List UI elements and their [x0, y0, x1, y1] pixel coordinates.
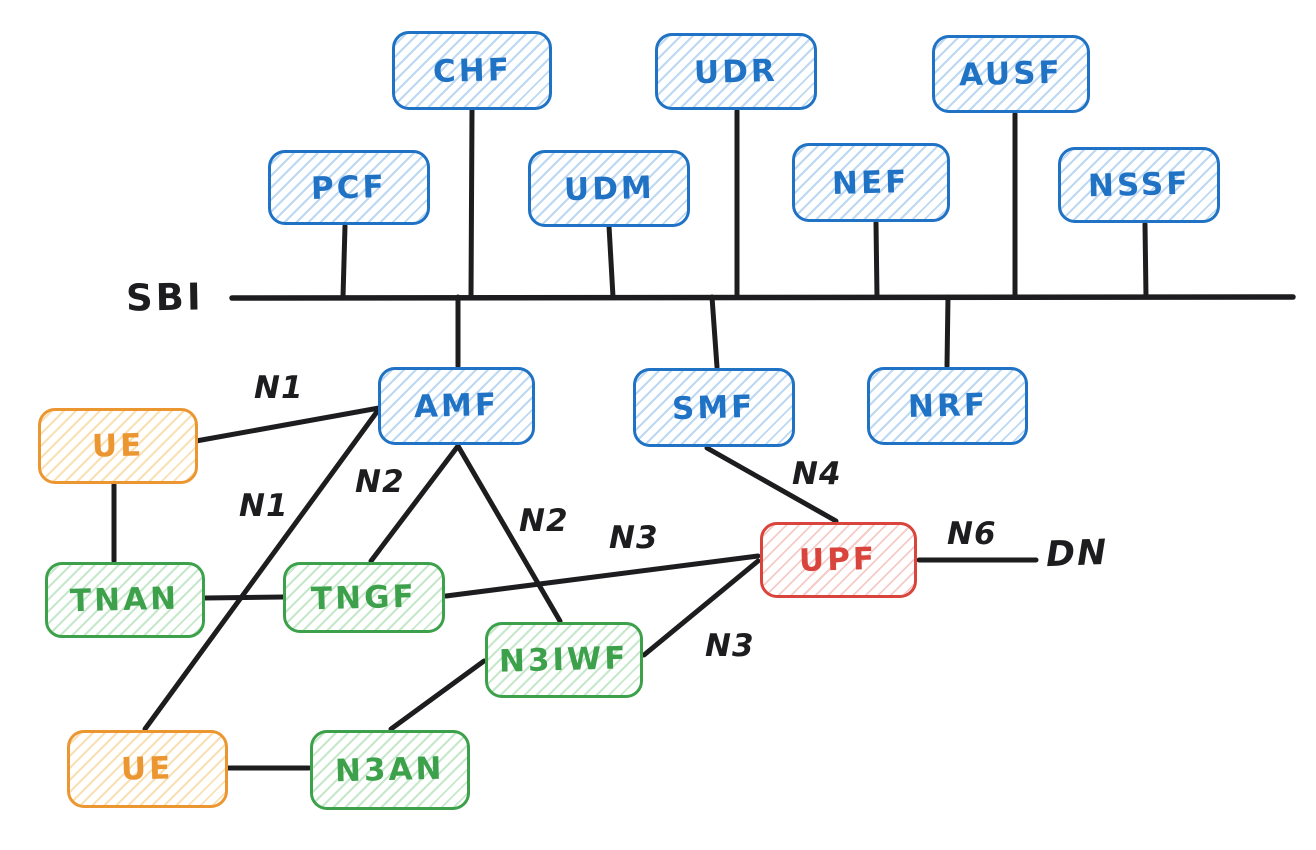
node-amf: AMF: [378, 367, 535, 445]
edge-ue-upper-amf: [193, 405, 382, 444]
edge-label-amf-n3iwf: N2: [519, 503, 569, 539]
edge-label-ue-lower-amf: N1: [239, 488, 289, 524]
sbi-stem-0: [468, 107, 475, 300]
edge-smf-upf: [704, 445, 839, 524]
node-label: PCF: [310, 168, 388, 207]
edge-label-tngf-amf: N2: [355, 464, 405, 500]
node-upf: UPF: [760, 522, 917, 598]
sbi-stem-8: [709, 294, 720, 370]
edge-amf-n3iwf: [455, 443, 563, 624]
edge-label-smf-upf: N4: [792, 456, 842, 492]
node-n3iwf: N3IWF: [485, 622, 643, 698]
node-ausf: AUSF: [932, 35, 1090, 113]
node-label: NRF: [907, 386, 988, 426]
node-nef: NEF: [792, 143, 950, 222]
node-label: NEF: [831, 163, 911, 202]
node-nssf: NSSF: [1058, 147, 1220, 223]
node-label: UE: [91, 427, 145, 465]
sbi-bus-label: SBI: [125, 275, 204, 320]
node-label: UDM: [563, 169, 655, 208]
dn-label: DN: [1045, 532, 1110, 576]
sbi-stem-4: [873, 220, 880, 300]
edge-n3iwf-upf: [641, 558, 761, 658]
edge-label-tngf-upf: N3: [609, 520, 659, 556]
node-tngf: TNGF: [283, 562, 445, 633]
edge-tnan-tngf: [202, 594, 286, 601]
node-smf: SMF: [633, 368, 795, 447]
node-label: TNAN: [70, 580, 180, 620]
node-label: NSSF: [1087, 165, 1191, 205]
sbi-stem-2: [606, 223, 616, 300]
sbi-stem-9: [944, 294, 951, 369]
node-label: AUSF: [958, 54, 1064, 94]
node-nrf: NRF: [867, 367, 1028, 445]
node-chf: CHF: [392, 31, 552, 110]
node-ue-upper: UE: [38, 408, 198, 484]
node-label: CHF: [432, 51, 512, 90]
node-n3an: N3AN: [310, 730, 470, 810]
node-label: AMF: [413, 386, 500, 426]
edge-ue-lower-amf: [142, 406, 382, 732]
node-udm: UDM: [528, 150, 690, 227]
edge-n3an-n3iwf: [388, 658, 487, 732]
node-pcf: PCF: [268, 150, 430, 225]
node-label: N3IWF: [498, 640, 630, 680]
sbi-stem-6: [1142, 221, 1149, 300]
node-label: UPF: [798, 540, 878, 580]
node-label: N3AN: [334, 750, 446, 790]
edge-tngf-upf: [443, 553, 761, 599]
node-label: SMF: [671, 388, 757, 427]
node-udr: UDR: [655, 33, 817, 110]
edge-tngf-amf: [368, 443, 461, 564]
edge-label-upf-dn: N6: [947, 516, 997, 552]
sbi-stem-1: [340, 223, 348, 300]
node-label: UE: [120, 750, 175, 788]
node-label: UDR: [693, 52, 779, 91]
edge-label-n3iwf-upf: N3: [705, 628, 755, 664]
node-ue-lower: UE: [67, 730, 228, 808]
edge-label-ue-upper-amf: N1: [254, 370, 304, 406]
sbi-bus-line: [229, 294, 1296, 301]
node-label: TNGF: [310, 578, 418, 617]
node-tnan: TNAN: [45, 562, 205, 638]
